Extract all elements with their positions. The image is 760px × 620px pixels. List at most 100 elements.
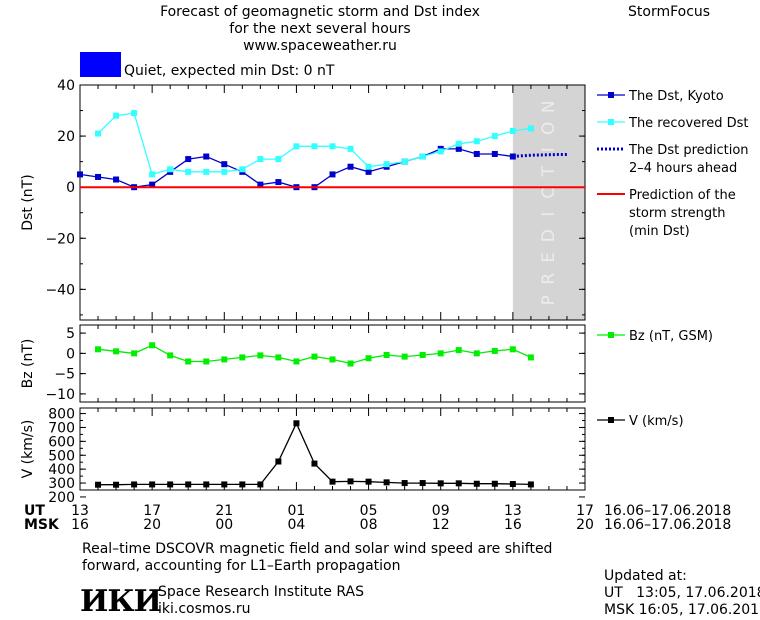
y-tick-label: 800	[48, 407, 75, 423]
ut-tick-label: 21	[215, 503, 233, 519]
data-point	[527, 481, 534, 488]
series-line	[512, 153, 567, 158]
y-tick-label: 0	[66, 346, 75, 362]
panel-frame-0	[79, 84, 586, 321]
data-point	[509, 346, 516, 353]
data-point	[257, 352, 264, 359]
y-axis-label: Bz (nT)	[20, 339, 36, 389]
data-point	[509, 153, 516, 160]
y-axis-label: Dst (nT)	[20, 174, 36, 230]
institute-site-link[interactable]: iki.cosmos.ru	[158, 601, 251, 617]
updated-label: Updated at:	[604, 568, 687, 584]
footer-note-line1: Real–time DSCOVR magnetic field and sola…	[82, 541, 553, 557]
footer-note-line2: forward, accounting for L1–Earth propaga…	[82, 558, 401, 574]
data-point	[473, 480, 480, 487]
iki-logo: ИКИ	[80, 584, 162, 619]
ut-date-range: 16.06–17.06.2018	[604, 503, 732, 519]
data-point	[437, 480, 444, 487]
prediction-label-letter: P	[539, 293, 559, 305]
data-point	[293, 143, 300, 150]
data-point	[437, 148, 444, 155]
data-point	[347, 163, 354, 170]
data-point	[311, 460, 318, 467]
data-point	[257, 481, 264, 488]
data-point	[365, 478, 372, 485]
data-point	[275, 156, 282, 163]
prediction-label-letter: O	[539, 120, 559, 135]
legend-label: Prediction of the	[629, 188, 736, 203]
legend-label: V (km/s)	[629, 414, 684, 429]
legend-label: (min Dst)	[629, 224, 690, 239]
y-tick-label: 20	[57, 129, 75, 145]
msk-tick-label: 20	[576, 517, 594, 533]
prediction-label-letter: N	[539, 98, 559, 113]
data-point	[347, 478, 354, 485]
data-point	[473, 138, 480, 145]
storm-status-swatch	[80, 52, 121, 77]
legend-label: The recovered Dst	[628, 116, 748, 131]
y-tick-label: −40	[45, 282, 75, 298]
ut-tick-label: 01	[288, 503, 306, 519]
ut-tick-label: 17	[576, 503, 594, 519]
ut-tick-label: 17	[143, 503, 161, 519]
institute-name: Space Research Institute RAS	[158, 584, 364, 600]
data-point	[347, 360, 354, 367]
ut-axis-label: UT	[24, 503, 45, 519]
legend-label: The Dst, Kyoto	[628, 89, 724, 104]
data-point	[221, 481, 228, 488]
data-point	[239, 481, 246, 488]
prediction-label-letter: T	[539, 164, 559, 177]
data-point	[491, 480, 498, 487]
data-point	[455, 145, 462, 152]
storm-status-text: Quiet, expected min Dst: 0 nT	[124, 63, 335, 79]
data-point	[311, 143, 318, 150]
data-point	[149, 342, 156, 349]
ut-tick-label: 09	[432, 503, 450, 519]
y-tick-label: 400	[48, 462, 75, 478]
data-point	[365, 168, 372, 175]
data-point	[221, 356, 228, 363]
prediction-label-letter: I	[539, 145, 559, 152]
prediction-label-letter: R	[539, 271, 559, 285]
msk-date-range: 16.06–17.06.2018	[604, 517, 732, 533]
data-point	[383, 351, 390, 358]
msk-tick-label: 16	[71, 517, 89, 533]
data-point	[455, 347, 462, 354]
legend-label: The Dst prediction	[628, 143, 749, 158]
data-point	[329, 171, 336, 178]
y-tick-label: 40	[57, 78, 75, 94]
data-point	[221, 168, 228, 175]
data-point	[455, 140, 462, 147]
data-point	[149, 481, 156, 488]
data-point	[257, 156, 264, 163]
data-point	[383, 479, 390, 486]
y-tick-label: 300	[48, 476, 75, 492]
updated-ut: UT 13:05, 17.06.2018	[604, 585, 760, 601]
y-tick-label: 0	[66, 180, 75, 196]
msk-tick-label: 16	[504, 517, 522, 533]
data-point	[149, 181, 156, 188]
data-point	[419, 153, 426, 160]
chart-title-line2: for the next several hours	[229, 21, 411, 37]
y-tick-label: 5	[66, 326, 75, 342]
data-point	[167, 481, 174, 488]
data-point	[437, 350, 444, 357]
data-point	[275, 458, 282, 465]
legend-label: storm strength	[629, 206, 726, 221]
y-tick-label: 500	[48, 448, 75, 464]
data-point	[203, 168, 210, 175]
msk-tick-label: 12	[432, 517, 450, 533]
data-point	[131, 481, 138, 488]
data-point	[95, 130, 102, 137]
data-point	[113, 481, 120, 488]
data-point	[329, 356, 336, 363]
chart-title-line1: Forecast of geomagnetic storm and Dst in…	[160, 4, 480, 20]
prediction-label-letter: E	[539, 250, 559, 263]
ut-tick-label: 13	[504, 503, 522, 519]
brand-label: StormFocus	[628, 4, 711, 20]
data-point	[347, 145, 354, 152]
legend-marker	[608, 92, 614, 98]
legend-marker	[608, 417, 614, 423]
prediction-region	[512, 85, 585, 320]
